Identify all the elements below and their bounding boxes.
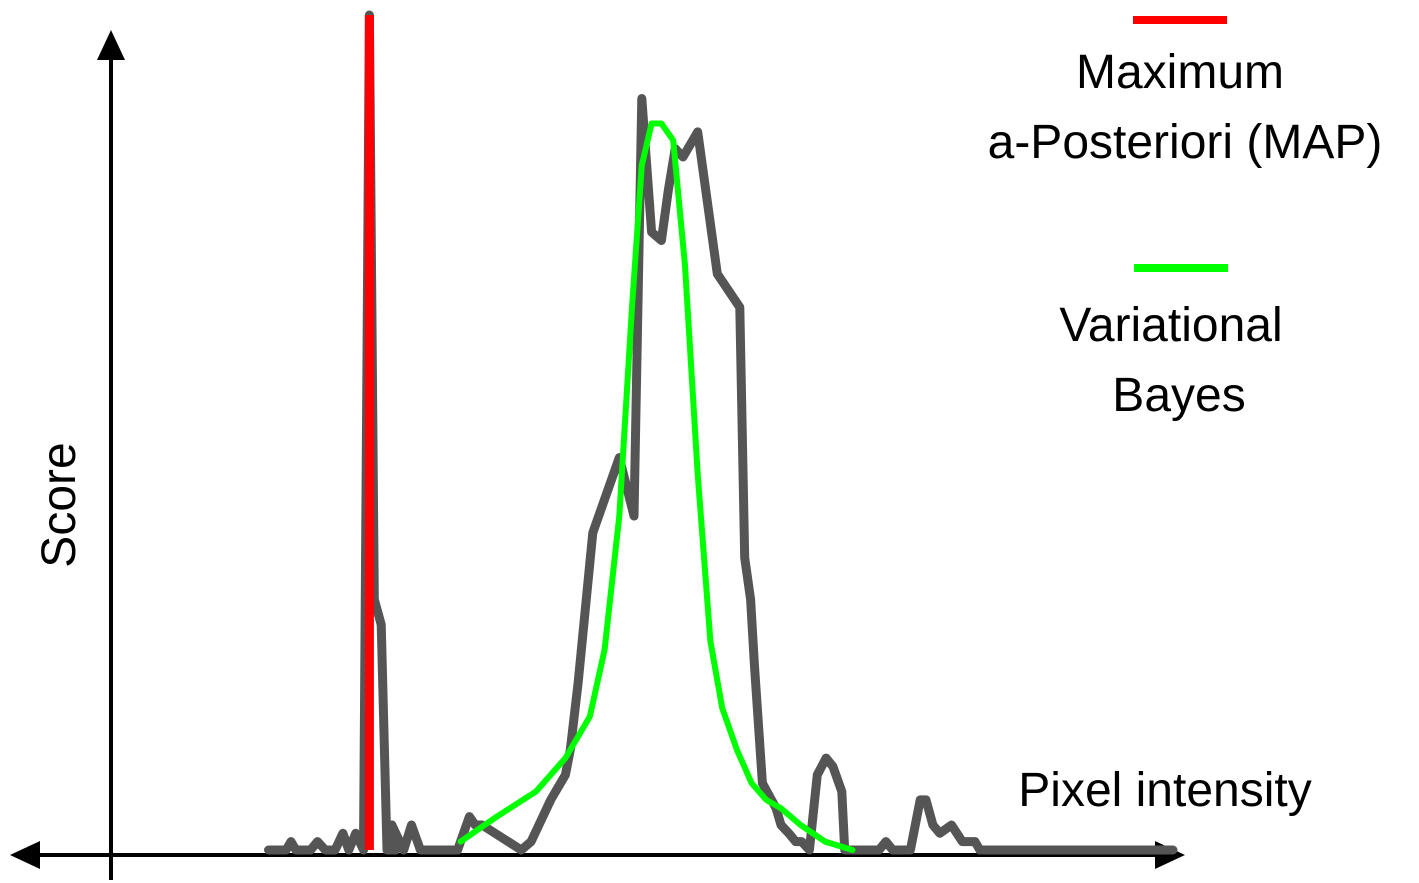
legend: Maximum a-Posteriori (MAP) Variational B… (988, 16, 1383, 422)
legend-label-vb-line2: Bayes (1112, 369, 1245, 422)
legend-label-map-line2: a-Posteriori (MAP) (988, 116, 1383, 169)
y-axis-arrowhead (97, 30, 125, 60)
series-line-vb (457, 120, 856, 853)
x-axis-label: Pixel intensity (1018, 764, 1311, 817)
x-axis-right-arrowhead (1155, 841, 1185, 869)
series-line-histogram (264, 10, 1178, 855)
x-axis-left-arrowhead (10, 841, 40, 869)
y-axis-label: Score (33, 442, 86, 567)
legend-label-map-line1: Maximum (1076, 46, 1284, 99)
plot-area (264, 10, 1178, 855)
legend-label-vb-line1: Variational (1059, 299, 1282, 352)
